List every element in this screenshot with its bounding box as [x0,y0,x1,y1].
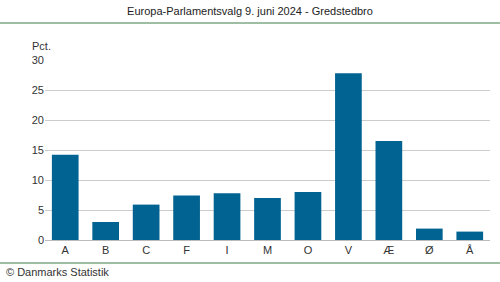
svg-text:Æ: Æ [383,244,394,256]
svg-text:Europa-Parlamentsvalg 9. juni: Europa-Parlamentsvalg 9. juni 2024 - Gre… [127,5,373,17]
svg-text:Pct.: Pct. [32,40,51,52]
svg-text:V: V [345,244,353,256]
svg-text:O: O [304,244,313,256]
svg-text:15: 15 [32,144,44,156]
svg-text:Å: Å [466,244,474,256]
svg-text:C: C [142,244,150,256]
svg-text:F: F [183,244,190,256]
svg-text:30: 30 [32,54,44,66]
svg-text:5: 5 [38,204,44,216]
svg-text:25: 25 [32,84,44,96]
svg-text:© Danmarks Statistik: © Danmarks Statistik [6,266,109,278]
svg-text:M: M [263,244,272,256]
svg-text:20: 20 [32,114,44,126]
svg-text:10: 10 [32,174,44,186]
svg-text:Ø: Ø [425,244,434,256]
svg-text:A: A [62,244,70,256]
svg-text:I: I [226,244,229,256]
svg-text:0: 0 [38,234,44,246]
svg-text:B: B [102,244,109,256]
